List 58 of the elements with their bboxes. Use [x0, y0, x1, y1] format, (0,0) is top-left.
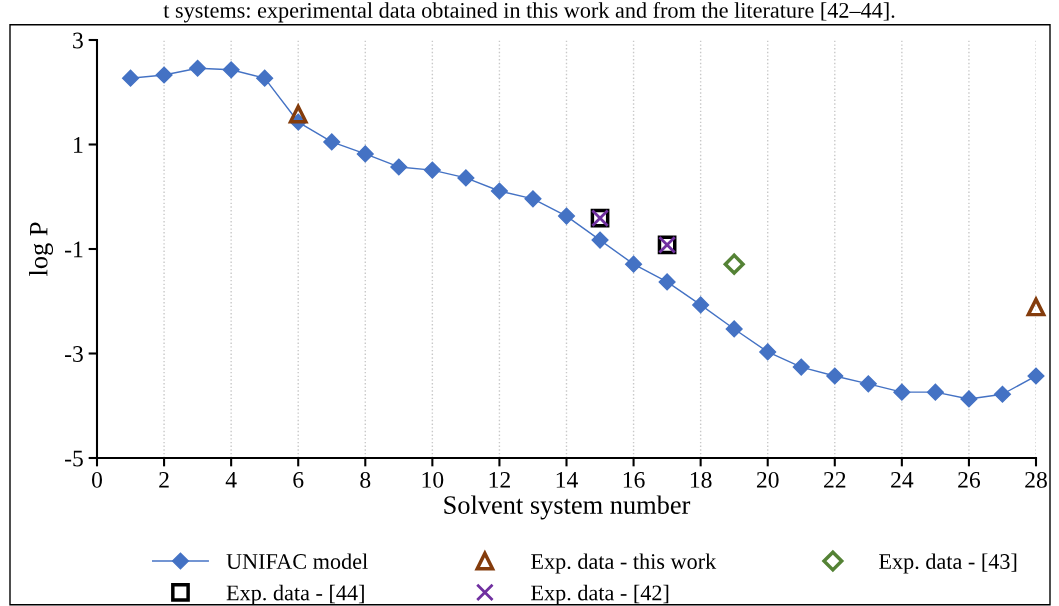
legend-label: Exp. data - [44] [226, 584, 364, 605]
point [625, 255, 643, 273]
point [826, 367, 844, 385]
point [792, 358, 810, 376]
x-tick-label: 10 [422, 471, 444, 488]
x-tick-label: 18 [690, 471, 712, 488]
point [723, 253, 745, 275]
x-tick-label: 20 [756, 471, 779, 488]
x-tick-label: 14 [556, 471, 578, 488]
point [287, 102, 309, 124]
point [926, 383, 944, 401]
x-axis-title: Solvent system number [444, 495, 691, 520]
point [993, 385, 1012, 403]
point [256, 69, 274, 87]
point [222, 61, 240, 79]
point [557, 207, 576, 225]
point [658, 273, 676, 291]
x-tick-label: 2 [159, 471, 169, 488]
point [893, 383, 911, 401]
point [759, 343, 777, 361]
point [524, 190, 542, 208]
point [390, 158, 408, 176]
x-tick-label: 16 [623, 471, 645, 488]
x-tick-label: 24 [891, 471, 914, 488]
legend-label: Exp. data - this work [531, 553, 717, 574]
x-tick-label: 22 [824, 471, 846, 488]
legend-label: Exp. data - [42] [531, 584, 669, 605]
point [323, 133, 341, 151]
point [692, 296, 710, 314]
x-tick-label: 12 [489, 471, 510, 488]
point [490, 182, 508, 200]
x-tick-label: 8 [360, 471, 371, 488]
legend-label: Exp. data - [43] [879, 553, 1017, 574]
point [423, 161, 441, 179]
point [960, 390, 978, 408]
point [859, 375, 877, 393]
y-axis-title: log P [29, 222, 54, 276]
point [725, 320, 743, 338]
x-tick-label: 28 [1025, 471, 1047, 488]
point [591, 231, 609, 249]
y-tick-label: 1 [74, 137, 83, 153]
y-tick-label: -5 [65, 450, 83, 467]
point [1025, 295, 1047, 317]
point [121, 69, 140, 87]
x-tick-label: 6 [293, 471, 304, 488]
point [189, 59, 207, 77]
y-tick-label: -1 [65, 241, 83, 258]
x-tick-label: 0 [92, 471, 102, 488]
chart-title: t systems: experimental data obtained in this work and from the literature [42–44]. [163, 2, 895, 23]
y-tick-label: -3 [65, 346, 83, 362]
x-tick-label: 26 [958, 471, 981, 488]
point [1027, 367, 1045, 385]
y-tick-label: 3 [73, 32, 83, 49]
legend-label: UNIFAC model [226, 553, 368, 570]
point [356, 145, 374, 163]
x-tick-label: 4 [225, 472, 237, 488]
point [155, 66, 173, 84]
point [457, 169, 475, 187]
